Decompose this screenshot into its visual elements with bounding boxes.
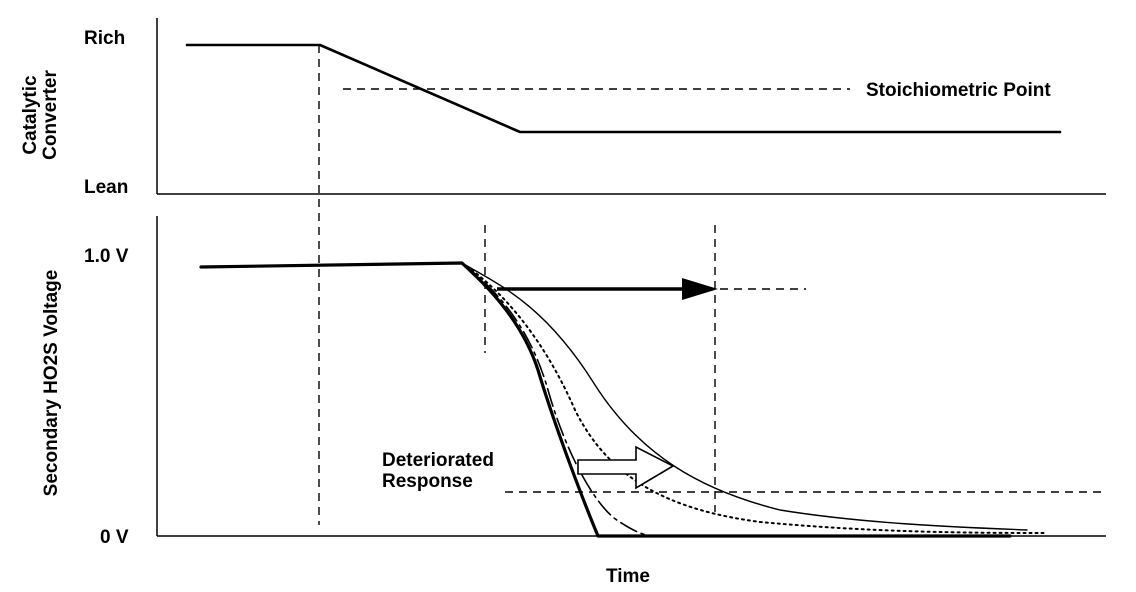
deteriorated-response-label-line1: Deteriorated xyxy=(382,450,494,471)
deterioration-arrow xyxy=(577,445,675,490)
deteriorated-response-curve xyxy=(461,262,1028,531)
top-axis-label-line1: Catalytic xyxy=(20,75,41,155)
zero-voltage-label: 0 V xyxy=(100,527,129,548)
catalytic-converter-curve xyxy=(185,43,1062,134)
dotted-response-curve xyxy=(461,262,1046,534)
top-panel: Catalytic Converter Rich Lean Stoichiome… xyxy=(20,18,1106,198)
time-axis-label: Time xyxy=(606,566,650,587)
deteriorated-response-label-line2: Response xyxy=(382,471,473,492)
high-voltage-label: 1.0 V xyxy=(84,246,129,267)
rich-label: Rich xyxy=(84,28,125,49)
stoichiometric-point-label: Stoichiometric Point xyxy=(866,80,1051,101)
bottom-panel: Secondary HO2S Voltage 1.0 V 0 V Deterio… xyxy=(41,45,1106,587)
lean-label: Lean xyxy=(84,177,128,198)
dashed-response-curve xyxy=(461,262,651,537)
voltage-axis-label: Secondary HO2S Voltage xyxy=(41,270,62,497)
top-axis-label-line2: Converter xyxy=(40,70,61,160)
normal-response-curve xyxy=(199,261,1012,538)
response-delay-arrowhead xyxy=(682,278,718,300)
